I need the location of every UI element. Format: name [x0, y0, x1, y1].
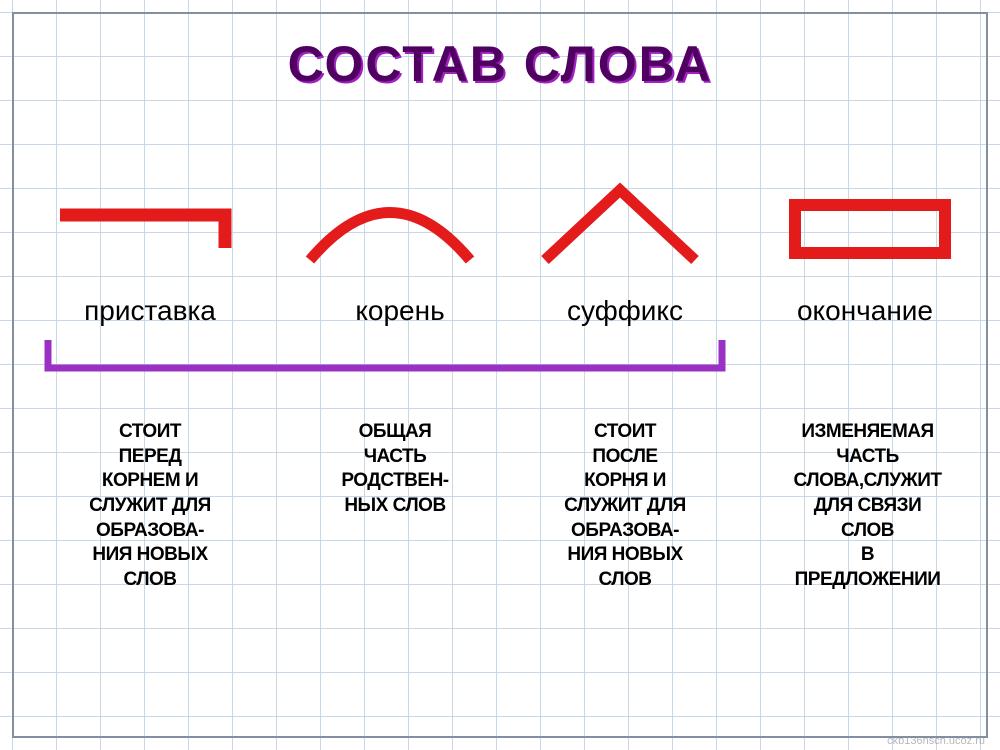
root-symbol: [295, 180, 495, 280]
suffix-symbol: [525, 180, 725, 280]
watermark: ckb136nsch.ucoz.ru: [887, 735, 985, 747]
symbols-row: [0, 160, 1000, 280]
prefix-desc-text: СТОИТ ПЕРЕД КОРНЕМ И СЛУЖИТ ДЛЯ ОБРАЗОВА…: [89, 421, 211, 590]
ending-symbol: [775, 195, 975, 295]
ending-label: окончание: [770, 295, 960, 327]
page-title: СОСТАВ СЛОВА: [0, 35, 1000, 93]
suffix-label: суффикс: [530, 295, 720, 327]
ending-desc-text: ИЗМЕНЯЕМАЯ ЧАСТЬ СЛОВА,СЛУЖИТ ДЛЯ СВЯЗИ …: [794, 421, 942, 590]
suffix-desc-text: СТОИТ ПОСЛЕ КОРНЯ И СЛУЖИТ ДЛЯ ОБРАЗОВА-…: [564, 421, 686, 590]
root-label: корень: [305, 295, 495, 327]
root-description: ОБЩАЯ ЧАСТЬ РОДСТВЕН- НЫХ СЛОВ: [290, 420, 500, 519]
prefix-description: СТОИТ ПЕРЕД КОРНЕМ И СЛУЖИТ ДЛЯ ОБРАЗОВА…: [45, 420, 255, 593]
suffix-description: СТОИТ ПОСЛЕ КОРНЯ И СЛУЖИТ ДЛЯ ОБРАЗОВА-…: [520, 420, 730, 593]
ending-description: ИЗМЕНЯЕМАЯ ЧАСТЬ СЛОВА,СЛУЖИТ ДЛЯ СВЯЗИ …: [755, 420, 980, 593]
basis-bracket: [0, 340, 1000, 400]
title-text: СОСТАВ СЛОВА: [288, 36, 713, 92]
root-desc-text: ОБЩАЯ ЧАСТЬ РОДСТВЕН- НЫХ СЛОВ: [341, 421, 448, 516]
main-content: СОСТАВ СЛОВА СОСТАВ СЛОВА: [0, 0, 1000, 750]
bracket-row: [0, 340, 1000, 390]
prefix-label: приставка: [55, 295, 245, 327]
prefix-symbol: [55, 200, 255, 300]
